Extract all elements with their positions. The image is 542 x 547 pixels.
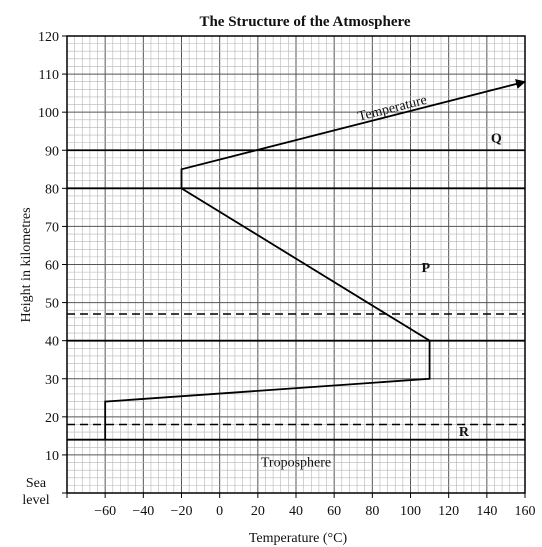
y-tick-label: 70 [45,220,59,235]
x-tick-label: 120 [438,504,459,519]
y-tick-label: 50 [45,297,59,312]
x-tick-label: 0 [216,504,223,519]
y-tick-label: 10 [45,449,59,464]
x-tick-label: 140 [476,504,497,519]
x-tick-label: −20 [171,504,193,519]
region-label-troposphere: Troposphere [261,455,331,470]
y-tick-label: 120 [38,30,59,45]
region-label-r: R [459,425,470,440]
y-tick-label: 80 [45,182,59,197]
y-zero-label: level [22,493,49,508]
y-tick-label: 110 [39,68,59,83]
region-label-p: P [421,261,430,276]
region-label-q: Q [491,132,502,147]
x-tick-label: −60 [94,504,116,519]
layer-boundaries [67,149,525,441]
x-tick-label: 20 [251,504,265,519]
x-tick-label: 60 [327,504,341,519]
y-tick-label: 40 [45,335,59,350]
x-axis-label: Temperature (°C) [249,531,348,546]
y-tick-label: 20 [45,411,59,426]
y-tick-label: 90 [45,144,59,159]
y-tick-label: 100 [38,106,59,121]
y-tick-label: 60 [45,259,59,274]
series-layer [104,79,526,440]
x-tick-label: −40 [132,504,154,519]
chart-title: The Structure of the Atmosphere [199,14,410,30]
x-tick-label: 80 [365,504,379,519]
axes [62,35,526,498]
x-tick-label: 160 [515,504,536,519]
y-axis-label: Height in kilometres [19,207,34,322]
x-tick-label: 40 [289,504,303,519]
x-tick-label: 100 [400,504,421,519]
y-tick-label: 30 [45,373,59,388]
tick-labels: −60 −40 −20 0 20 40 60 80 100 120 140 160 10 20 30 40 50… [22,30,535,519]
y-zero-label: Sea [26,476,47,491]
temperature-line [104,79,526,440]
